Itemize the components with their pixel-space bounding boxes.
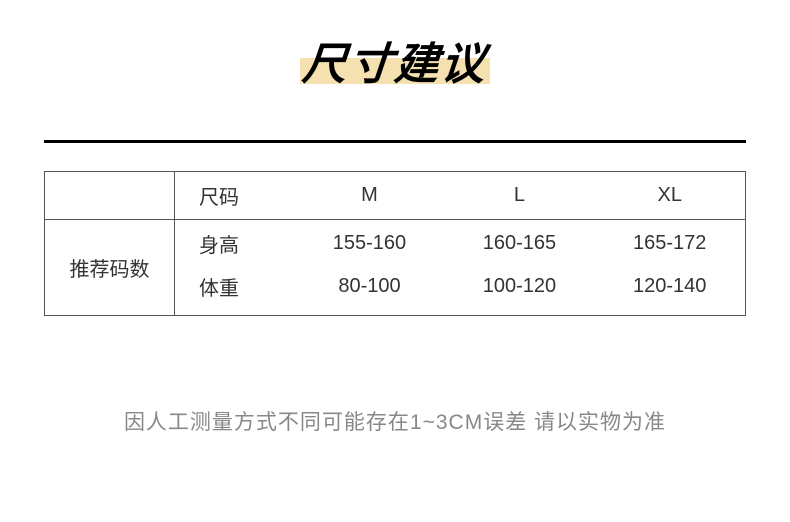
title-section: 尺寸建议 — [0, 0, 790, 92]
cell-height-xl: 165-172 — [594, 220, 745, 268]
page-title: 尺寸建议 — [300, 28, 490, 92]
cell-weight-xl: 120-140 — [594, 268, 745, 316]
header-empty-cell — [45, 172, 175, 220]
size-table: 尺码 M L XL 推荐码数 身高 155-160 160-165 165-17… — [44, 171, 746, 316]
cell-height-m: 155-160 — [295, 220, 445, 268]
metric-height-label: 身高 — [175, 220, 295, 268]
divider — [44, 140, 746, 143]
row-header-label: 推荐码数 — [45, 220, 175, 316]
table-header-row: 尺码 M L XL — [45, 172, 746, 220]
cell-weight-m: 80-100 — [295, 268, 445, 316]
metric-weight-label: 体重 — [175, 268, 295, 316]
header-size-l: L — [444, 172, 594, 220]
cell-weight-l: 100-120 — [444, 268, 594, 316]
header-size-label: 尺码 — [175, 172, 295, 220]
header-size-xl: XL — [594, 172, 745, 220]
table-row: 推荐码数 身高 155-160 160-165 165-172 — [45, 220, 746, 268]
header-size-m: M — [295, 172, 445, 220]
size-table-container: 尺码 M L XL 推荐码数 身高 155-160 160-165 165-17… — [44, 171, 746, 316]
measurement-note: 因人工测量方式不同可能存在1~3CM误差 请以实物为准 — [0, 406, 790, 436]
cell-height-l: 160-165 — [444, 220, 594, 268]
